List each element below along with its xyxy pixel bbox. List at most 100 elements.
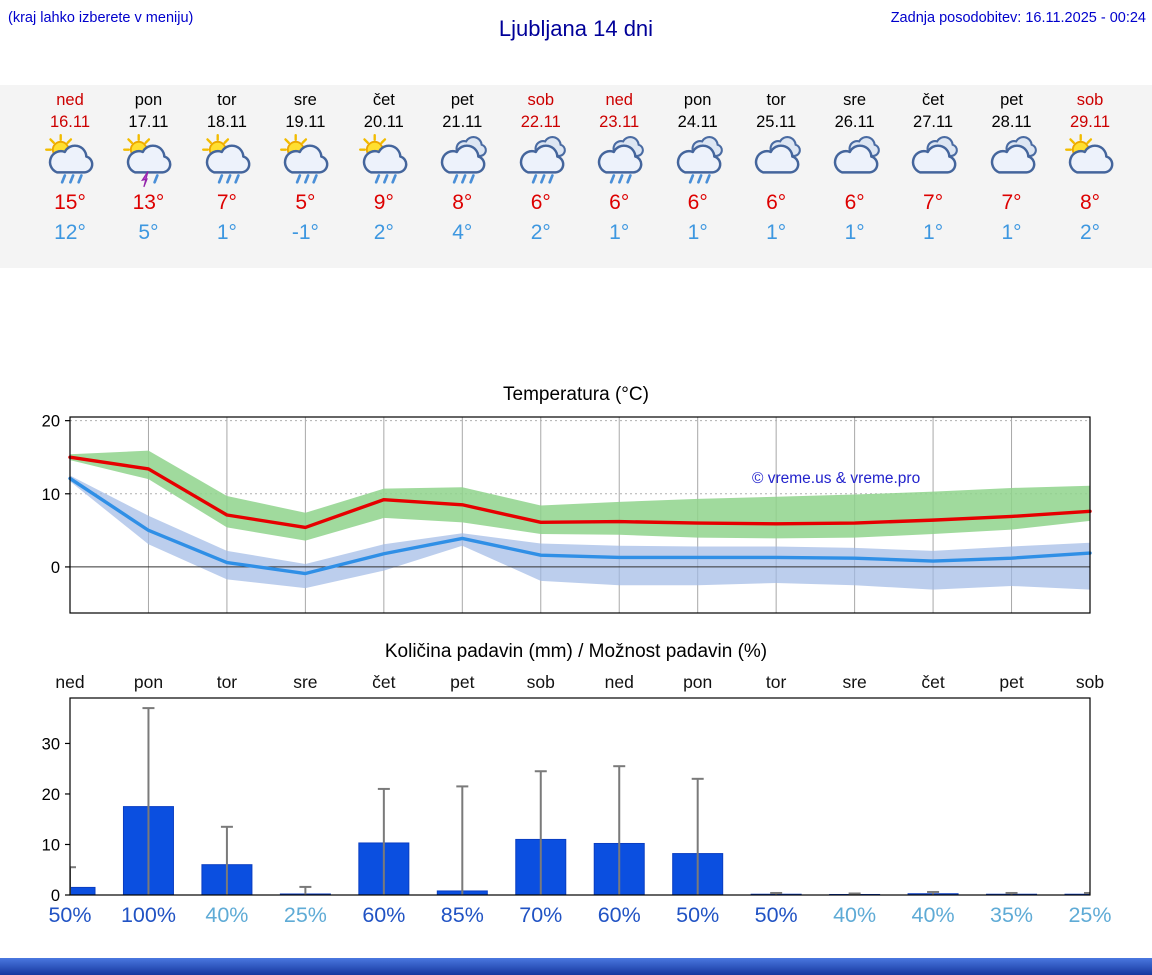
forecast-day-23.11[interactable]: ned 23.11 6° 1° (579, 91, 659, 245)
low-temp: 1° (923, 221, 944, 244)
sun-cloud-storm-icon (123, 133, 172, 188)
precip-y-tick: 10 (42, 836, 60, 854)
weather-icon (972, 133, 1052, 190)
high-temp: 6° (687, 191, 708, 214)
low-temp: 4° (452, 221, 473, 244)
footer-bar (0, 958, 1152, 975)
sun-cloud-rain-icon (201, 133, 251, 184)
day-name: sob (527, 91, 555, 109)
watermark: © vreme.us & vreme.pro (752, 470, 920, 487)
day-date: 19.11 (285, 113, 326, 131)
high-temp: 6° (766, 191, 787, 214)
high-temp: 7° (216, 191, 237, 214)
precip-percent: 50% (48, 903, 91, 927)
forecast-day-26.11[interactable]: sre 26.11 6° 1° (815, 91, 895, 245)
precip-percent: 25% (284, 903, 327, 927)
weather-icon (30, 133, 110, 190)
cloud-icon (362, 144, 408, 174)
forecast-day-17.11[interactable]: pon 17.11 13° 5° (108, 91, 188, 245)
forecast-strip: ned 16.11 15° 12° pon 17.11 13° 5° tor 18.11 7° 1° s… (0, 85, 1152, 268)
cloud-icon (833, 136, 880, 174)
rain-icon (217, 174, 240, 184)
day-name: tor (766, 91, 786, 109)
forecast-day-16.11[interactable]: ned 16.11 15° 12° (30, 91, 110, 245)
forecast-day-29.11[interactable]: sob 29.11 8° 2° (1050, 91, 1130, 245)
high-temp: 8° (1079, 191, 1101, 214)
forecast-day-28.11[interactable]: pet 28.11 7° 1° (972, 91, 1052, 245)
weather-icon (579, 133, 659, 190)
day-date: 23.11 (599, 113, 640, 131)
precip-day-label: sob (527, 672, 555, 692)
day-date: 28.11 (991, 113, 1032, 131)
weather-icon (1050, 133, 1130, 190)
low-temp: 1° (844, 221, 865, 244)
high-temp: 15° (54, 191, 86, 214)
temp-y-tick: 10 (42, 486, 60, 504)
forecast-day-27.11[interactable]: čet 27.11 7° 1° (893, 91, 973, 245)
forecast-day-21.11[interactable]: pet 21.11 8° 4° (422, 91, 502, 245)
day-date: 21.11 (442, 113, 483, 131)
forecast-day-24.11[interactable]: pon 24.11 6° 1° (658, 91, 738, 245)
precip-percent: 70% (519, 903, 562, 927)
low-temp: 1° (216, 221, 237, 244)
precip-y-tick: 0 (51, 887, 60, 905)
precip-day-label: čet (921, 672, 944, 692)
sun-cloud-rain-icon (280, 133, 329, 184)
cloud-icon (1068, 144, 1114, 174)
temperature-chart: 0 10 20 © vreme.us & vreme.pro (42, 413, 1092, 614)
precip-day-label: tor (766, 672, 787, 692)
precip-bar (70, 886, 96, 895)
day-date: 16.11 (49, 113, 91, 131)
forecast-day-19.11[interactable]: sre 19.11 5° -1° (265, 91, 345, 245)
precip-whisker (613, 765, 626, 895)
forecast-day-22.11[interactable]: sob 22.11 6° 2° (501, 91, 581, 245)
weather-icon (187, 133, 267, 190)
precip-percent: 60% (362, 903, 405, 927)
rain-icon (453, 174, 476, 184)
weather-icon (501, 133, 581, 190)
weather-icon (893, 133, 973, 190)
temp-max-line (68, 455, 1092, 530)
high-temp: 5° (295, 191, 316, 214)
day-name: čet (372, 91, 395, 109)
day-date: 20.11 (363, 113, 404, 131)
cloud-icon (754, 136, 802, 174)
day-name: sre (293, 91, 317, 109)
day-name: pet (450, 91, 474, 109)
cloud-rain-icon (598, 136, 645, 184)
cloud-icon (519, 144, 565, 174)
temp-y-tick: 20 (42, 413, 60, 431)
cloud-icon (911, 144, 957, 174)
rain-icon (688, 174, 711, 184)
forecast-day-20.11[interactable]: čet 20.11 9° 2° (344, 91, 424, 245)
precipitation-chart: ned pon tor sre čet pet sob ned pon tor sre čet pet s… (42, 672, 1112, 927)
precip-percent: 50% (755, 903, 798, 927)
precip-day-label: sre (293, 672, 317, 692)
day-date: 25.11 (756, 113, 797, 131)
precip-whisker (1084, 891, 1090, 895)
cloud-icon (441, 144, 486, 174)
precip-day-label: pet (999, 672, 1023, 692)
day-name: pet (1000, 91, 1023, 109)
day-date: 26.11 (834, 113, 875, 131)
rain-icon (374, 174, 397, 184)
temp-min-line (68, 476, 1092, 576)
forecast-day-25.11[interactable]: tor 25.11 6° 1° (736, 91, 816, 245)
cloud-icon (990, 144, 1035, 174)
precip-chart-title: Količina padavin (mm) / Možnost padavin … (384, 641, 768, 662)
precip-percent: 40% (912, 903, 955, 927)
day-name: sre (843, 91, 867, 109)
precip-percent: 25% (1068, 903, 1111, 927)
cloud-icon (284, 144, 329, 174)
day-name: pon (134, 91, 163, 109)
rain-icon (153, 174, 160, 184)
day-name: ned (56, 91, 84, 109)
cloud-icon (911, 136, 958, 174)
precip-day-label: pon (683, 672, 712, 692)
cloud-icon (990, 136, 1037, 174)
low-temp: 2° (373, 221, 394, 244)
high-temp: 7° (923, 191, 944, 214)
last-update: Zadnja posodobitev: 16.11.2025 - 00:24 (890, 10, 1146, 26)
forecast-day-18.11[interactable]: tor 18.11 7° 1° (187, 91, 267, 245)
